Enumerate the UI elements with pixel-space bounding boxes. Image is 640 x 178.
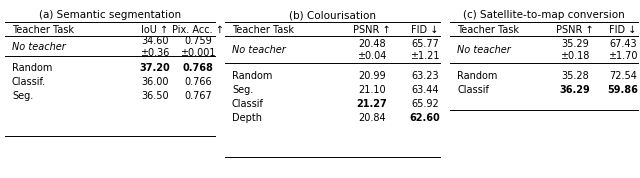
Text: No teacher: No teacher — [12, 42, 66, 52]
Text: PSNR ↑: PSNR ↑ — [353, 25, 391, 35]
Text: 72.54: 72.54 — [609, 71, 637, 81]
Text: 65.77
±1.21: 65.77 ±1.21 — [410, 39, 440, 61]
Text: Classif: Classif — [232, 99, 264, 109]
Text: Pix. Acc. ↑: Pix. Acc. ↑ — [172, 25, 224, 35]
Text: (b) Colourisation: (b) Colourisation — [289, 10, 376, 20]
Text: 21.27: 21.27 — [356, 99, 387, 109]
Text: 63.44: 63.44 — [412, 85, 439, 95]
Text: 35.28: 35.28 — [561, 71, 589, 81]
Text: Classif.: Classif. — [12, 77, 46, 87]
Text: (a) Semantic segmentation: (a) Semantic segmentation — [39, 10, 181, 20]
Text: (c) Satellite-to-map conversion: (c) Satellite-to-map conversion — [463, 10, 625, 20]
Text: FID ↓: FID ↓ — [609, 25, 637, 35]
Text: 62.60: 62.60 — [410, 113, 440, 123]
Text: 65.92: 65.92 — [411, 99, 439, 109]
Text: 0.768: 0.768 — [182, 63, 213, 73]
Text: Teacher Task: Teacher Task — [12, 25, 74, 35]
Text: 67.43
±1.70: 67.43 ±1.70 — [608, 39, 637, 61]
Text: 36.29: 36.29 — [559, 85, 590, 95]
Text: Seg.: Seg. — [232, 85, 253, 95]
Text: 59.86: 59.86 — [607, 85, 639, 95]
Text: 21.10: 21.10 — [358, 85, 386, 95]
Text: Random: Random — [12, 63, 52, 73]
Text: 20.48
±0.04: 20.48 ±0.04 — [357, 39, 387, 61]
Text: FID ↓: FID ↓ — [412, 25, 438, 35]
Text: 0.767: 0.767 — [184, 91, 212, 101]
Text: No teacher: No teacher — [232, 45, 285, 55]
Text: PSNR ↑: PSNR ↑ — [556, 25, 594, 35]
Text: 0.759
±0.001: 0.759 ±0.001 — [180, 36, 216, 58]
Text: Teacher Task: Teacher Task — [232, 25, 294, 35]
Text: 20.84: 20.84 — [358, 113, 386, 123]
Text: 0.766: 0.766 — [184, 77, 212, 87]
Text: 37.20: 37.20 — [140, 63, 170, 73]
Text: 20.99: 20.99 — [358, 71, 386, 81]
Text: 34.60
±0.36: 34.60 ±0.36 — [140, 36, 170, 58]
Text: Teacher Task: Teacher Task — [457, 25, 519, 35]
Text: Seg.: Seg. — [12, 91, 33, 101]
Text: No teacher: No teacher — [457, 45, 511, 55]
Text: 36.50: 36.50 — [141, 91, 169, 101]
Text: Classif: Classif — [457, 85, 489, 95]
Text: IoU ↑: IoU ↑ — [141, 25, 168, 35]
Text: Random: Random — [232, 71, 273, 81]
Text: Depth: Depth — [232, 113, 262, 123]
Text: 35.29
±0.18: 35.29 ±0.18 — [560, 39, 589, 61]
Text: 36.00: 36.00 — [141, 77, 169, 87]
Text: Random: Random — [457, 71, 497, 81]
Text: 63.23: 63.23 — [411, 71, 439, 81]
